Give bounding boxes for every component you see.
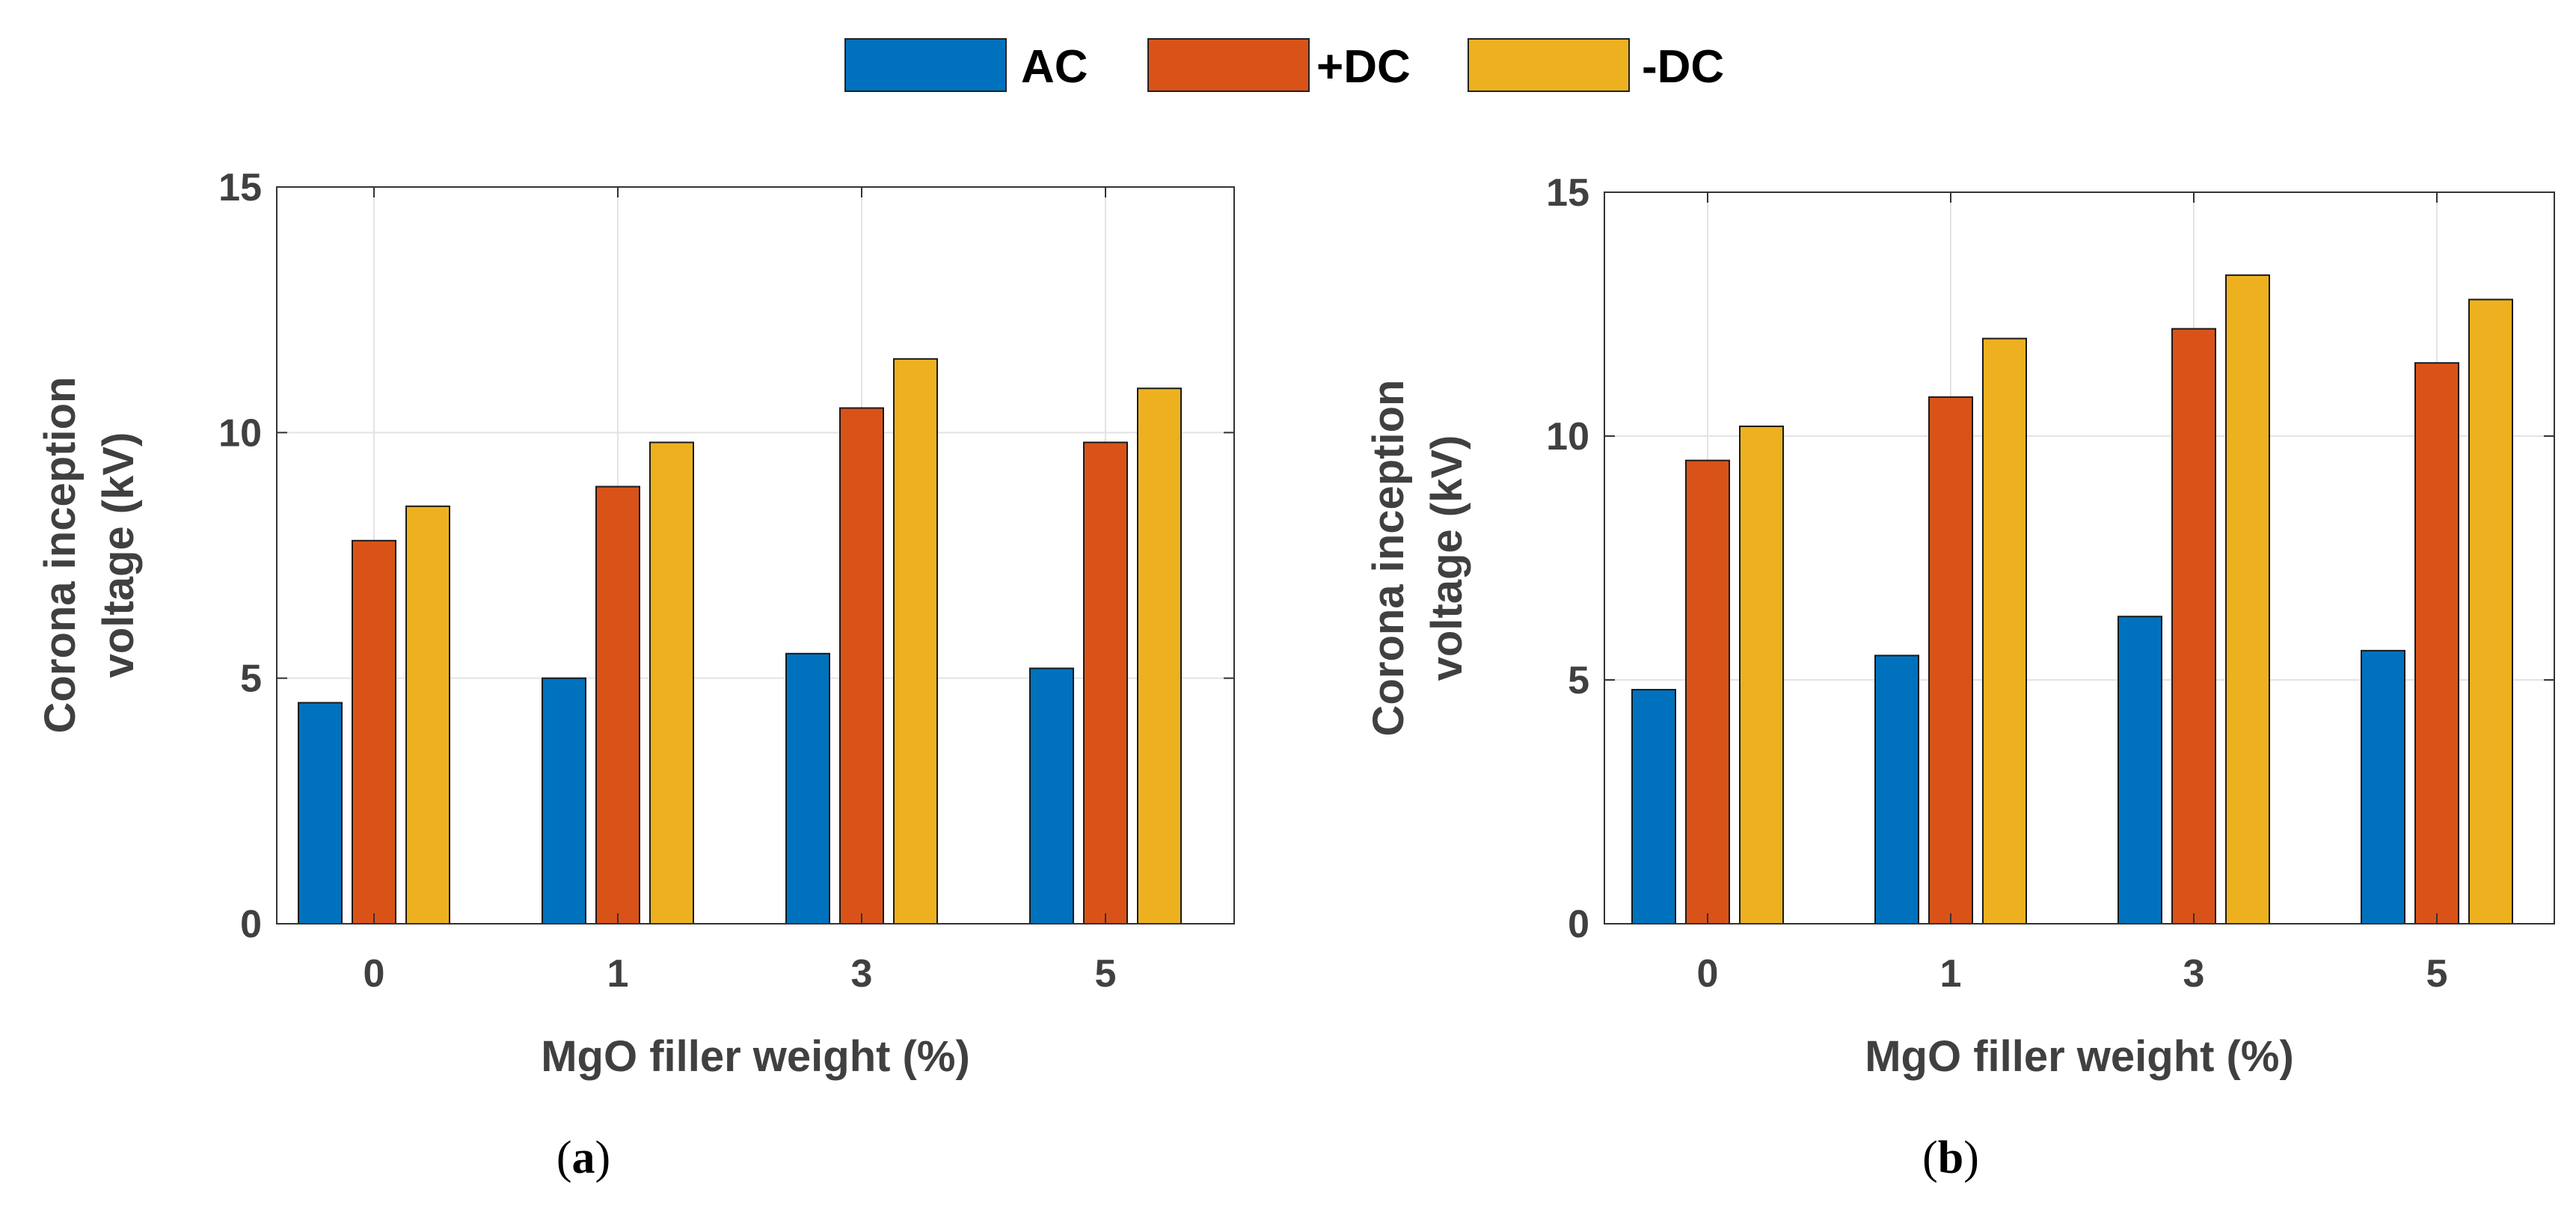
bar-plus-dc-b-5 — [2414, 362, 2459, 925]
bar-minus-dc-a-0 — [405, 505, 450, 925]
panel-caption-b: (b) — [1922, 1132, 1979, 1183]
x-tick-label: 0 — [1697, 952, 1719, 996]
y-axis-label-a-line1: Corona inception — [36, 377, 85, 734]
y-tick-label: 10 — [218, 411, 262, 455]
plot-frame-a — [276, 186, 1235, 925]
x-tick-label: 0 — [364, 952, 385, 996]
bar-minus-dc-b-3 — [2225, 274, 2270, 925]
chart-panel-a: 0 5 10 15 0 1 3 5 MgO filler weight (%) Corona… — [36, 166, 1235, 1183]
bars-a — [298, 358, 1182, 925]
bar-ac-b-1 — [1874, 654, 1919, 925]
bar-minus-dc-a-5 — [1137, 387, 1182, 925]
x-tick-label: 5 — [1095, 952, 1117, 996]
y-tick-label: 5 — [1568, 659, 1589, 702]
legend-item-ac: AC — [844, 38, 1088, 93]
bar-ac-b-0 — [1631, 689, 1676, 925]
x-tick-label: 3 — [2183, 952, 2205, 996]
y-ticks-a: 0 5 10 15 — [218, 166, 1234, 946]
legend-label-plus-dc: +DC — [1316, 41, 1411, 93]
bar-ac-b-3 — [2117, 616, 2162, 925]
y-tick-label: 0 — [1568, 903, 1589, 946]
y-axis-label-b-line2: voltage (kV) — [1423, 435, 1471, 681]
x-ticks-a: 0 1 3 5 — [364, 187, 1117, 996]
bar-plus-dc-a-0 — [352, 539, 396, 925]
x-tick-label: 5 — [2426, 952, 2448, 996]
x-axis-label-b: MgO filler weight (%) — [1865, 1032, 2294, 1081]
bar-ac-b-5 — [2361, 649, 2405, 925]
y-tick-label: 5 — [240, 657, 262, 701]
bar-minus-dc-b-5 — [2468, 298, 2513, 925]
bar-plus-dc-a-1 — [595, 485, 640, 925]
bar-plus-dc-a-3 — [839, 407, 884, 925]
bar-minus-dc-a-3 — [893, 358, 938, 925]
x-tick-label: 1 — [607, 952, 629, 996]
bar-minus-dc-b-0 — [1739, 425, 1784, 925]
bar-plus-dc-b-3 — [2171, 328, 2216, 925]
x-axis-label-a: MgO filler weight (%) — [541, 1032, 970, 1081]
y-tick-label: 10 — [1546, 415, 1589, 459]
bar-plus-dc-b-0 — [1685, 459, 1730, 925]
panel-caption-a: (a) — [556, 1132, 610, 1183]
bars-b — [1631, 274, 2513, 925]
legend-swatch-ac — [844, 38, 1007, 92]
bar-ac-a-0 — [298, 702, 343, 925]
plot-frame-b — [1604, 191, 2555, 925]
y-ticks-b: 0 5 10 15 — [1546, 171, 2554, 946]
bar-plus-dc-a-5 — [1083, 441, 1128, 925]
bar-ac-a-5 — [1029, 667, 1074, 925]
y-tick-label: 15 — [1546, 171, 1589, 215]
chart-panel-b: 0 5 10 15 0 1 3 5 MgO filler weight (%) Corona… — [1364, 171, 2555, 1183]
x-tick-label: 1 — [1940, 952, 1962, 996]
y-axis-label-a-line2: voltage (kV) — [94, 432, 143, 678]
bar-ac-a-3 — [785, 652, 830, 925]
bar-minus-dc-b-1 — [1982, 337, 2027, 925]
bar-ac-a-1 — [542, 677, 586, 925]
legend-swatch-plus-dc — [1147, 38, 1310, 92]
bar-plus-dc-b-1 — [1928, 396, 1973, 925]
x-tick-label: 3 — [851, 952, 873, 996]
y-axis-label-b-line1: Corona inception — [1364, 380, 1413, 737]
y-tick-label: 0 — [240, 903, 262, 946]
legend: AC +DC -DC — [844, 38, 1724, 93]
legend-label-minus-dc: -DC — [1642, 41, 1724, 93]
y-tick-label: 15 — [218, 166, 262, 209]
legend-item-plus-dc: +DC — [1147, 38, 1411, 93]
legend-item-minus-dc: -DC — [1468, 38, 1724, 93]
legend-label-ac: AC — [1021, 41, 1088, 93]
bar-minus-dc-a-1 — [649, 441, 694, 925]
legend-swatch-minus-dc — [1468, 38, 1630, 92]
x-ticks-b: 0 1 3 5 — [1697, 192, 2448, 996]
